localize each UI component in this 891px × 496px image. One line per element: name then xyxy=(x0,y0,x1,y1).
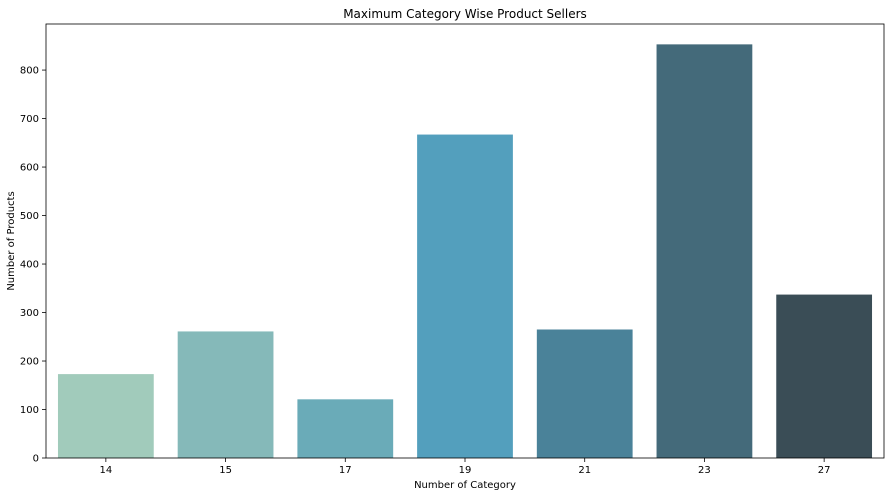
bar-19 xyxy=(417,134,513,458)
y-tick-label: 0 xyxy=(33,454,39,465)
x-axis-label: Number of Category xyxy=(414,480,516,491)
bar-27 xyxy=(776,294,873,458)
bar-14 xyxy=(57,374,154,458)
x-tick-label: 21 xyxy=(578,465,591,476)
y-tick-label: 500 xyxy=(20,211,39,222)
y-tick-label: 400 xyxy=(20,260,39,271)
bars-layer xyxy=(57,44,873,458)
bar-21 xyxy=(536,329,633,458)
bar-15 xyxy=(177,331,274,458)
x-tick-label: 15 xyxy=(219,465,232,476)
y-tick-label: 800 xyxy=(20,66,39,77)
chart-title: Maximum Category Wise Product Sellers xyxy=(343,7,587,21)
x-tick-label: 14 xyxy=(99,465,112,476)
bar-23 xyxy=(656,44,753,458)
plot-frame xyxy=(45,23,885,459)
y-tick-label: 200 xyxy=(20,357,39,368)
x-tick-label: 17 xyxy=(339,465,352,476)
y-tick-label: 700 xyxy=(20,114,39,125)
y-tick-label: 300 xyxy=(20,308,39,319)
ticks-layer: 14 15 17 19 21 23 27 0 100 200 300 400 500 600 700 800 xyxy=(20,66,831,476)
y-axis-label: Number of Products xyxy=(6,191,17,290)
x-tick-label: 23 xyxy=(698,465,711,476)
x-tick-label: 27 xyxy=(818,465,831,476)
y-tick-label: 100 xyxy=(20,405,39,416)
x-tick-label: 19 xyxy=(459,465,472,476)
y-tick-label: 600 xyxy=(20,163,39,174)
bar-17 xyxy=(297,399,394,458)
